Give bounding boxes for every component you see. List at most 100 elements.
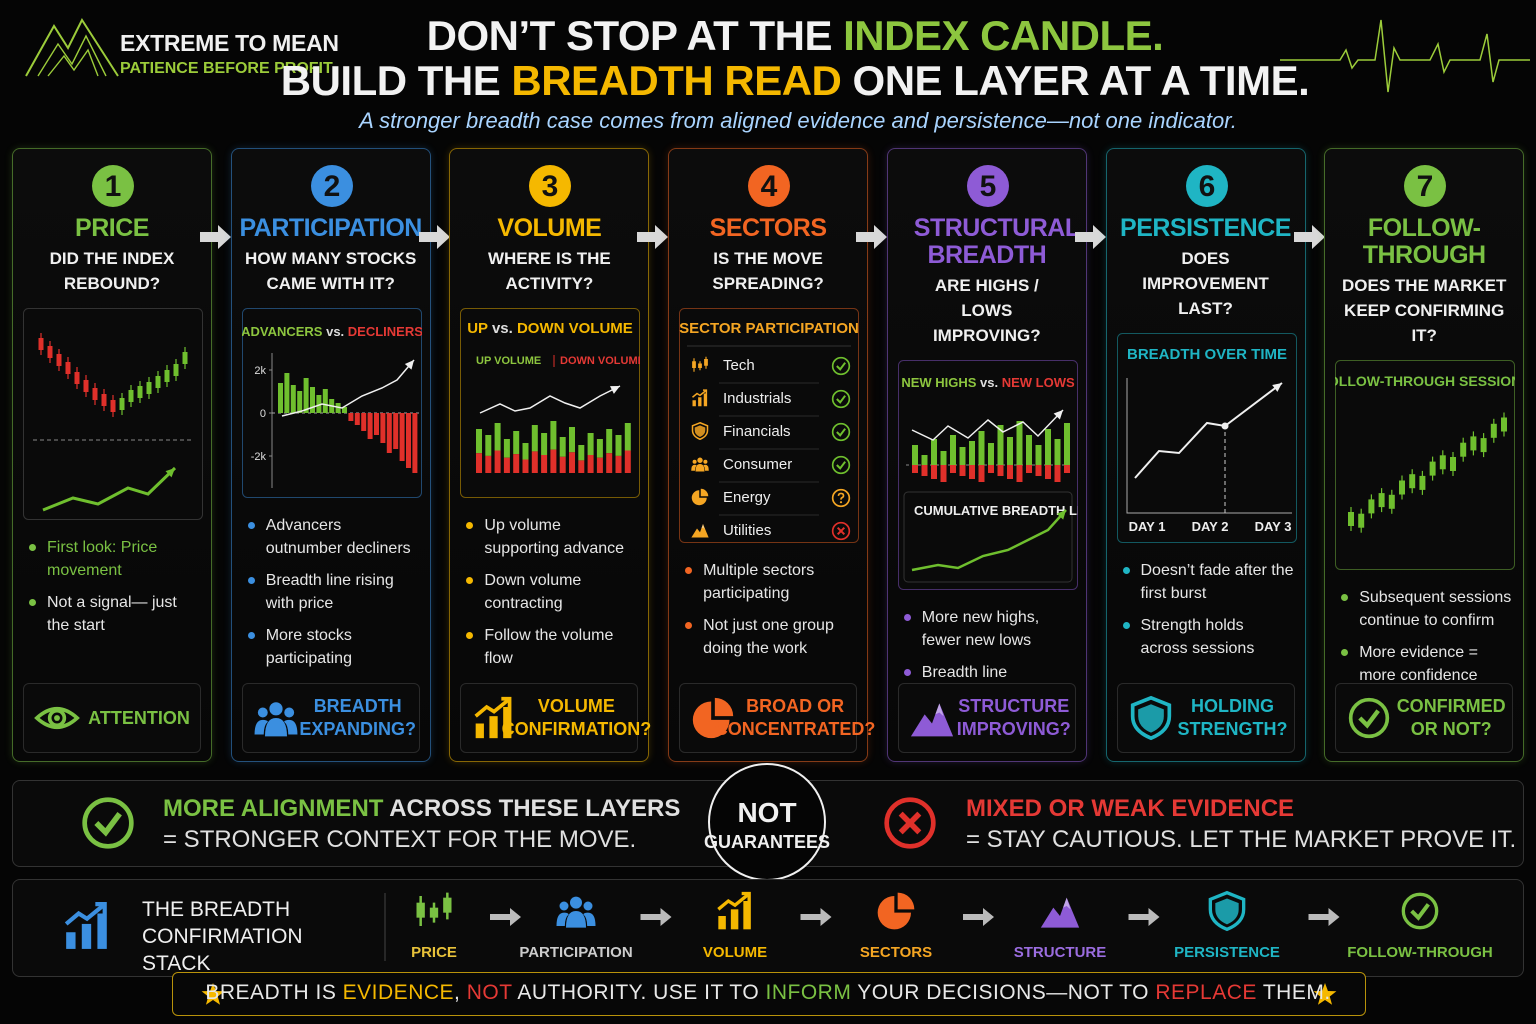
bar-high [1006, 437, 1013, 465]
arrow [1128, 908, 1160, 926]
graphic [831, 521, 851, 541]
y-tick-label: -2k [250, 451, 266, 463]
bar-low [1063, 465, 1070, 473]
bar-low [987, 465, 994, 473]
brand-name: EXTREME TO MEAN [120, 30, 339, 56]
step-footer: ATTENTION [23, 683, 201, 753]
candle-body [128, 390, 134, 402]
bullet-dot [1341, 649, 1349, 656]
graphic [474, 698, 511, 718]
arrow [640, 908, 672, 926]
icon [34, 707, 80, 729]
candle-body [1490, 423, 1497, 438]
graphic [416, 902, 425, 918]
logo [25, 17, 119, 77]
graphic [910, 703, 953, 737]
graphic [47, 708, 67, 728]
mini-chart: BREADTH OVER TIME DAY 1 DAY 2 DAY 3 [1116, 333, 1297, 543]
panel-title: FOLLOW-THROUGH SESSIONS [1335, 373, 1515, 389]
step-title: FOLLOW-THROUGH [1362, 214, 1486, 269]
banner-box [172, 972, 1366, 1016]
graphic [691, 464, 697, 471]
graphic [700, 488, 709, 497]
candle-body [1368, 499, 1375, 514]
graphic [692, 701, 730, 739]
graphic [254, 719, 268, 735]
bar-down [569, 452, 576, 473]
arrow [963, 908, 994, 926]
graphic [831, 488, 851, 508]
arrow [637, 225, 669, 249]
candle-body [65, 362, 71, 374]
arrow-head [404, 360, 414, 370]
icon [884, 797, 936, 849]
graphic [691, 490, 707, 506]
banner-text: BREADTH IS EVIDENCE, NOT AUTHORITY. USE … [172, 981, 1364, 1005]
bar-high [1063, 423, 1070, 465]
icon [692, 697, 734, 739]
banner-stars [201, 983, 1337, 1005]
bullet-dot [466, 522, 474, 529]
bullet: Down volume contracting [466, 569, 638, 615]
icon [717, 891, 751, 930]
footer-icon [910, 703, 953, 737]
headline-part: ONE LAYER AT A TIME. [841, 57, 1310, 104]
graphic [1410, 903, 1430, 921]
bar-up [513, 431, 520, 455]
banner-part: EVIDENCE [342, 981, 455, 1004]
axes [1126, 378, 1292, 514]
mini-chart: UP vs. DOWN VOLUME UP VOLUME DOWN VOLUME [460, 308, 641, 498]
graphic [836, 428, 847, 437]
arrow-head [165, 468, 175, 478]
graphic [703, 393, 708, 407]
bar-high [949, 435, 956, 465]
step-number: 3 [542, 170, 559, 203]
bar-low [1054, 465, 1061, 482]
candle-body [164, 370, 170, 382]
legend-label: UP VOLUME [476, 355, 541, 367]
subtitle: A stronger breadth case comes from align… [359, 108, 1237, 133]
icon [692, 356, 708, 372]
icon [691, 457, 709, 472]
candle-body [1439, 455, 1446, 470]
bar-high [1044, 429, 1051, 465]
bar-up [541, 433, 548, 455]
candle-body [1450, 457, 1457, 471]
bar-high [968, 441, 975, 465]
badge-circle [310, 165, 353, 207]
icon [692, 389, 708, 407]
badge-circle [1185, 165, 1228, 207]
graphic [831, 422, 851, 442]
candle-body [92, 388, 98, 400]
step-question: HOW MANY STOCKS CAME WITH IT? [245, 249, 417, 293]
graphic [691, 421, 709, 441]
banner-part: AUTHORITY. USE IT TO [512, 981, 766, 1004]
bar [335, 403, 341, 413]
bullet-dot [1122, 622, 1130, 629]
panel-title-part: vs. [322, 324, 347, 339]
step-arrow [200, 225, 231, 249]
bar-high [997, 425, 1004, 465]
graphic [501, 696, 512, 708]
bar-down [476, 453, 483, 473]
footer-icon [34, 707, 80, 729]
brand-tagline: PATIENCE BEFORE PROFIT [120, 60, 333, 77]
mini-chart: SECTOR PARTICIPATION Tech Industrials Finan… [679, 308, 860, 543]
step-column: 3 VOLUME WHERE IS THE ACTIVITY? UP vs. DOWN… [449, 148, 651, 762]
bullet-list: Advancers outnumber decliners Breadth lin… [247, 514, 420, 670]
graphic [692, 389, 707, 398]
summary-right-line1: MIXED OR WEAK EVIDENCE [966, 795, 1295, 822]
icon [1040, 897, 1080, 928]
bar [303, 378, 309, 413]
footer-icon [254, 702, 298, 737]
candle-body [1399, 480, 1406, 495]
bullet-dot [903, 669, 911, 676]
candle-body [1378, 493, 1385, 508]
panel-title-part: NEW LOWS [1002, 375, 1075, 390]
panel-title: BREADTH OVER TIME [1126, 346, 1286, 363]
bar [348, 413, 354, 421]
panel-frame [897, 360, 1078, 590]
panel-title: UP vs. DOWN VOLUME [468, 320, 634, 337]
banner-part: INFORM [765, 981, 852, 1004]
footer-text: BROAD OR CONCENTRATED? [714, 696, 876, 739]
